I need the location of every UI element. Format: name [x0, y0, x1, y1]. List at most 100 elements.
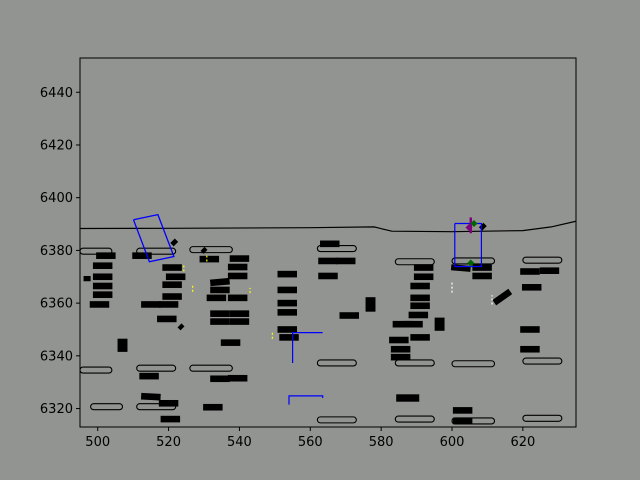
vehicle-box [117, 338, 128, 352]
vehicle-box [92, 262, 113, 269]
vehicle-box [410, 334, 430, 341]
parking-island-outline [394, 359, 435, 367]
parking-island-outline [522, 414, 563, 422]
x-tick-label: 580 [369, 435, 394, 450]
plot-frame [79, 57, 577, 428]
vehicle-box [472, 264, 492, 271]
vehicle-box [390, 345, 411, 353]
x-tick-label: 620 [510, 435, 535, 450]
vehicle-box [410, 302, 430, 310]
vehicle-box [210, 375, 230, 383]
agent-marker [470, 220, 478, 228]
y-tick-label: 6360 [40, 297, 73, 312]
vehicle-box [318, 257, 338, 265]
vehicle-box [141, 301, 161, 308]
vehicle-box [157, 315, 177, 323]
vehicle-box [160, 415, 181, 423]
vehicle-box [452, 417, 473, 425]
x-tick-label: 600 [440, 435, 465, 450]
parking-island-outline [189, 246, 233, 254]
parking-island-outline [136, 364, 177, 372]
vehicle-box [472, 272, 492, 280]
vehicle-box [209, 277, 230, 287]
vehicle-box [92, 291, 113, 298]
y-tick-label: 6380 [40, 244, 73, 259]
parking-island-outline [522, 256, 563, 264]
vehicle-box [390, 353, 411, 361]
vehicle-box [277, 326, 297, 333]
parking-island-outline [522, 357, 563, 365]
vehicle-box [277, 270, 297, 278]
vehicle-box [389, 336, 409, 344]
vehicle-box [539, 267, 560, 274]
vehicle-box [520, 345, 540, 353]
vehicle-box [410, 294, 430, 302]
ego-vehicle-box [132, 213, 175, 263]
vehicle-box [199, 255, 220, 263]
vehicle-box [227, 272, 248, 280]
x-tick-label: 500 [85, 435, 110, 450]
x-tick-label: 560 [298, 435, 323, 450]
plot-layer [80, 213, 576, 425]
vehicle-box [229, 318, 250, 325]
vehicle-box [320, 240, 340, 248]
vehicle-box [413, 273, 434, 281]
vehicle-box [165, 273, 186, 281]
vehicle-box [492, 288, 513, 306]
vehicle-box [279, 334, 299, 341]
vehicle-box [318, 272, 338, 280]
vehicle-box [158, 399, 179, 407]
road-boundary-line [80, 220, 576, 233]
vehicle-box [132, 252, 152, 259]
vehicle-box [83, 275, 91, 282]
vehicle-box [158, 301, 179, 308]
vehicle-box [162, 293, 182, 300]
vehicle-box [277, 309, 297, 316]
vehicle-box [434, 317, 445, 331]
vehicle-box [89, 301, 110, 308]
vehicle-box [210, 318, 230, 325]
vehicle-box [210, 286, 230, 294]
x-tick-label: 540 [227, 435, 252, 450]
x-tick-label: 520 [156, 435, 181, 450]
parking-island-outline [136, 403, 177, 411]
vehicle-box [170, 238, 179, 247]
vehicle-box [403, 320, 423, 328]
route-line [292, 332, 323, 363]
vehicle-box [396, 394, 420, 402]
parking-island-outline [451, 360, 496, 368]
vehicle-box [227, 374, 248, 382]
parking-island-outline [80, 366, 113, 374]
parking-island-outline [451, 417, 496, 425]
parking-island-outline [316, 359, 357, 367]
vehicle-box [227, 294, 248, 302]
y-tick-label: 6420 [40, 138, 73, 153]
vehicle-box [206, 294, 227, 302]
vehicle-box [96, 252, 116, 259]
vehicle-box [277, 299, 297, 307]
y-tick-label: 6440 [40, 86, 73, 101]
vehicle-box [408, 311, 429, 319]
route-line [288, 395, 324, 405]
vehicle-box [92, 282, 113, 290]
y-tick-label: 6340 [40, 349, 73, 364]
vehicle-box [203, 403, 223, 411]
parking-island-outline [316, 416, 357, 424]
parking-island-outline [90, 403, 124, 411]
agent-marker [465, 223, 473, 231]
vehicle-box [210, 310, 230, 317]
vehicle-box [521, 284, 542, 291]
parking-island-outline [189, 364, 233, 372]
vehicle-box [335, 257, 356, 265]
axes-layer: 500 520 540 560 580 600 620 6320 6340 6360 6380 640… [40, 86, 535, 450]
vehicle-box [410, 282, 430, 290]
vehicle-box [227, 263, 248, 271]
parking-island-outline [80, 247, 113, 255]
parking-island-outline [394, 415, 435, 423]
vehicle-box [392, 320, 413, 328]
vehicle-box [520, 268, 540, 275]
agent-marker [467, 259, 475, 267]
vehicle-box [339, 312, 359, 319]
vehicle-box [277, 286, 297, 294]
